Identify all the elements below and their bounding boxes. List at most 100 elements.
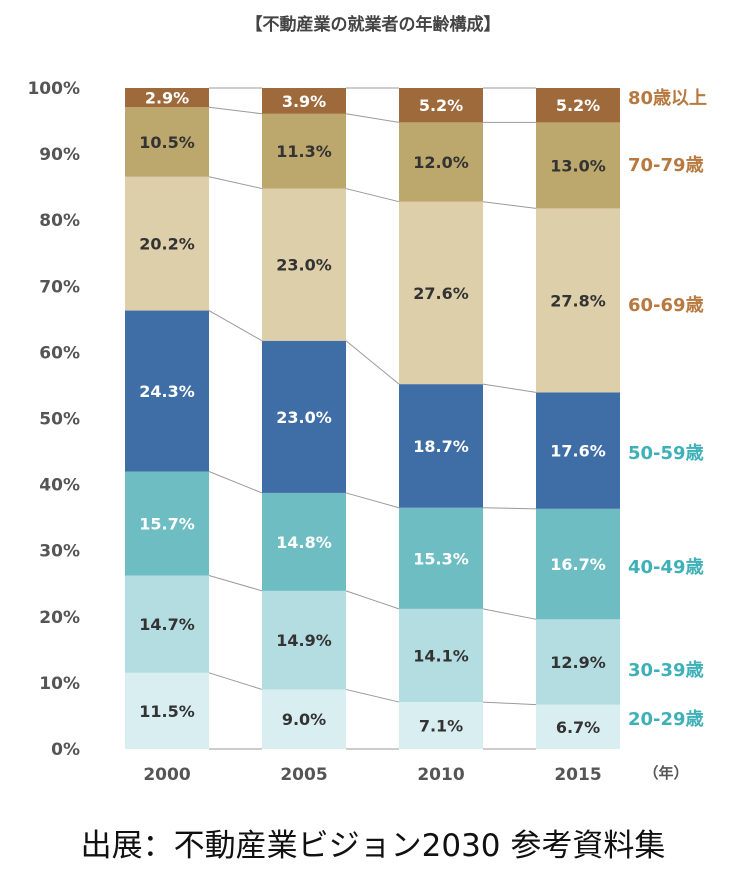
connector-line: [482, 201, 537, 209]
bar-segment: [125, 88, 209, 108]
y-tick-label: 60%: [39, 343, 80, 363]
bar-segment: [125, 575, 209, 673]
connector-line: [208, 310, 263, 342]
bar-segment: [399, 201, 483, 385]
bar-segment: [262, 492, 346, 591]
connector-line: [345, 340, 400, 385]
connector-line: [345, 492, 400, 509]
bar-segment: [262, 113, 346, 189]
y-tick-label: 0%: [51, 740, 80, 760]
bar-segment: [399, 384, 483, 508]
bar-segment: [399, 88, 483, 123]
y-tick-label: 100%: [27, 79, 80, 99]
bar-segment: [536, 619, 620, 705]
connector-line: [482, 608, 537, 620]
x-tick-label: 2010: [417, 765, 464, 785]
bar-segment: [262, 340, 346, 493]
data-label: 18.7%: [413, 437, 469, 456]
x-axis: 2000 2005 2010 2015: [143, 765, 601, 785]
data-label: 7.1%: [419, 717, 463, 736]
source-caption: 出展：不動産業ビジョン2030 参考資料集: [80, 828, 666, 864]
data-label: 15.7%: [139, 514, 195, 533]
data-label: 17.6%: [550, 442, 606, 461]
data-label: 24.3%: [139, 382, 195, 401]
series-label: 40-49歳: [628, 557, 704, 578]
data-label: 14.9%: [276, 631, 332, 650]
connector-line: [345, 688, 400, 703]
connector-line: [482, 383, 537, 393]
data-label: 23.0%: [276, 256, 332, 275]
bar-segment: [262, 689, 346, 749]
x-tick-label: 2000: [143, 765, 190, 785]
y-tick-label: 10%: [39, 674, 80, 694]
bar-segment: [125, 107, 209, 177]
bar-segment: [125, 471, 209, 576]
series-label: 50-59歳: [628, 443, 704, 464]
data-label: 14.8%: [276, 533, 332, 552]
series-label: 60-69歳: [628, 295, 704, 316]
series-label: 80歳以上: [628, 88, 707, 109]
data-label: 13.0%: [550, 156, 606, 175]
connector-line: [345, 590, 400, 610]
data-label: 5.2%: [556, 96, 600, 115]
data-label: 10.5%: [139, 133, 195, 152]
data-label: 2.9%: [145, 89, 189, 108]
y-tick-label: 80%: [39, 211, 80, 231]
y-tick-label: 30%: [39, 542, 80, 562]
connector-line: [208, 471, 263, 494]
data-label: 20.2%: [139, 235, 195, 254]
data-label: 12.0%: [413, 153, 469, 172]
y-axis: 0% 10% 20% 30% 40% 50% 60% 70% 80% 90% 100%: [27, 79, 80, 760]
data-label: 6.7%: [556, 718, 600, 737]
connector-line: [208, 574, 263, 592]
y-tick-label: 40%: [39, 476, 80, 496]
series-labels: 20-29歳 30-39歳 40-49歳 50-59歳 60-69歳 70-79歳 80歳以…: [628, 88, 707, 730]
y-tick-label: 50%: [39, 410, 80, 430]
stacked-bar-chart: 【不動産業の就業者の年齢構成】 11.5% 14.7% 15.7% 24.3% 20.2…: [27, 14, 707, 785]
connector-line: [208, 106, 263, 115]
connector-line: [208, 176, 263, 190]
bar-segment: [536, 88, 620, 123]
series-label: 30-39歳: [628, 660, 704, 681]
data-label: 23.0%: [276, 408, 332, 427]
data-label: 15.3%: [413, 549, 469, 568]
bars-group: 11.5% 14.7% 15.7% 24.3% 20.2% 10.5% 2.9% 9.0% 14…: [125, 88, 620, 749]
data-label: 14.7%: [139, 615, 195, 634]
connector-line: [482, 701, 537, 706]
connector-lines: [208, 87, 537, 750]
x-tick-label: 2005: [280, 765, 327, 785]
data-label: 3.9%: [282, 92, 326, 111]
bar-segment: [262, 590, 346, 690]
data-label: 12.9%: [550, 653, 606, 672]
data-label: 14.1%: [413, 646, 469, 665]
data-label: 5.2%: [419, 96, 463, 115]
bar-segment: [125, 176, 209, 311]
connector-line: [345, 188, 400, 203]
series-label: 20-29歳: [628, 709, 704, 730]
y-tick-label: 90%: [39, 145, 80, 165]
data-label: 27.8%: [550, 291, 606, 310]
bar-segment: [399, 608, 483, 703]
x-axis-unit: （年）: [643, 764, 688, 782]
connector-line: [208, 672, 263, 690]
bar-segment: [536, 392, 620, 509]
bar-segment: [125, 310, 209, 472]
bar-segment: [262, 188, 346, 341]
connector-line: [482, 507, 537, 510]
connector-line: [345, 113, 400, 123]
y-tick-label: 20%: [39, 608, 80, 628]
chart-title: 【不動産業の就業者の年齢構成】: [246, 14, 501, 35]
bar-segment: [399, 507, 483, 609]
bar-segment: [125, 672, 209, 749]
bar-segment: [536, 122, 620, 209]
x-tick-label: 2015: [554, 765, 601, 785]
data-label: 11.3%: [276, 142, 332, 161]
y-tick-label: 70%: [39, 277, 80, 297]
bar-segment: [536, 208, 620, 393]
bar-segment: [399, 122, 483, 202]
bar-segment: [399, 702, 483, 749]
bar-segment: [262, 88, 346, 114]
data-label: 9.0%: [282, 710, 326, 729]
series-label: 70-79歳: [628, 155, 704, 176]
data-label: 27.6%: [413, 284, 469, 303]
